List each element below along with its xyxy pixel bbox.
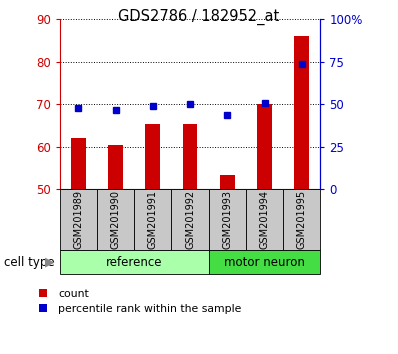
Bar — [97, 189, 134, 250]
Text: reference: reference — [106, 256, 162, 269]
Bar — [283, 189, 320, 250]
Bar — [108, 145, 123, 189]
Bar — [145, 124, 160, 189]
Text: GSM201991: GSM201991 — [148, 190, 158, 249]
Bar — [172, 189, 209, 250]
Text: GSM201989: GSM201989 — [73, 190, 83, 249]
Bar — [295, 36, 309, 189]
Legend: count, percentile rank within the sample: count, percentile rank within the sample — [33, 289, 242, 314]
Text: GDS2786 / 182952_at: GDS2786 / 182952_at — [118, 9, 280, 25]
Bar — [257, 104, 272, 189]
Text: GSM201995: GSM201995 — [297, 190, 307, 249]
Bar — [60, 250, 209, 274]
Text: motor neuron: motor neuron — [224, 256, 305, 269]
Text: cell type: cell type — [4, 256, 55, 269]
Text: ▶: ▶ — [45, 256, 55, 269]
Bar — [60, 189, 97, 250]
Bar — [246, 189, 283, 250]
Bar — [134, 189, 172, 250]
Bar — [183, 124, 197, 189]
Bar — [209, 189, 246, 250]
Text: GSM201994: GSM201994 — [259, 190, 269, 249]
Bar — [220, 175, 235, 189]
Bar — [71, 138, 86, 189]
Bar — [209, 250, 320, 274]
Text: GSM201990: GSM201990 — [111, 190, 121, 249]
Text: GSM201992: GSM201992 — [185, 190, 195, 249]
Text: GSM201993: GSM201993 — [222, 190, 232, 249]
